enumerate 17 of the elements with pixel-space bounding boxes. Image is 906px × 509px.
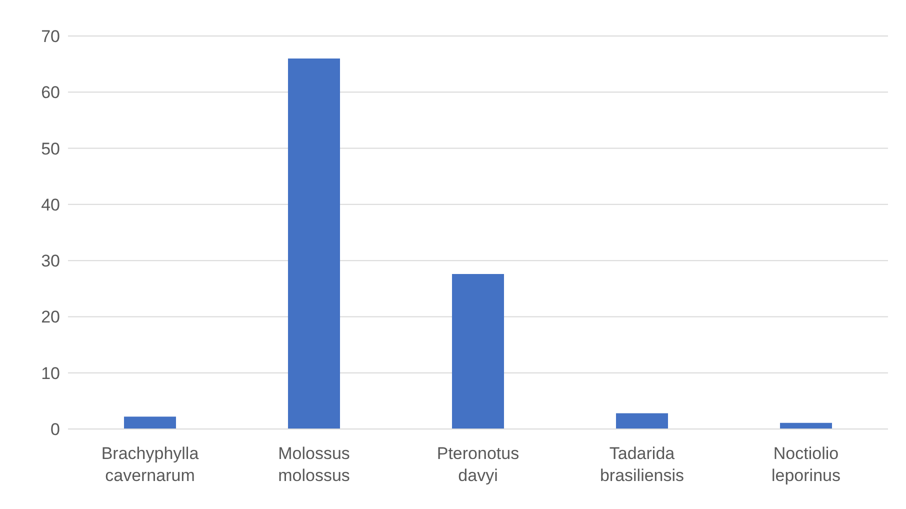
y-tick-label: 10 (41, 364, 60, 383)
y-tick-label: 70 (41, 27, 60, 46)
y-tick-label: 40 (41, 195, 60, 214)
y-tick-label: 0 (50, 420, 60, 440)
y-tick-label: 30 (41, 252, 60, 271)
y-tick-label: 20 (41, 308, 60, 327)
y-tick-label: 60 (41, 83, 60, 102)
bar (124, 416, 176, 429)
y-tick-label: 50 (41, 139, 60, 158)
x-tick-label: Molossus molossus (278, 444, 350, 485)
x-tick-label: Noctiolio leporinus (772, 444, 840, 485)
x-tick-label: Tadarida brasiliensis (600, 444, 684, 485)
bar (616, 413, 668, 429)
bar (288, 58, 340, 429)
x-tick-label: Brachyphylla cavernarum (101, 444, 200, 485)
bar (452, 274, 504, 429)
x-tick-label: Pteronotus davyi (436, 444, 520, 485)
